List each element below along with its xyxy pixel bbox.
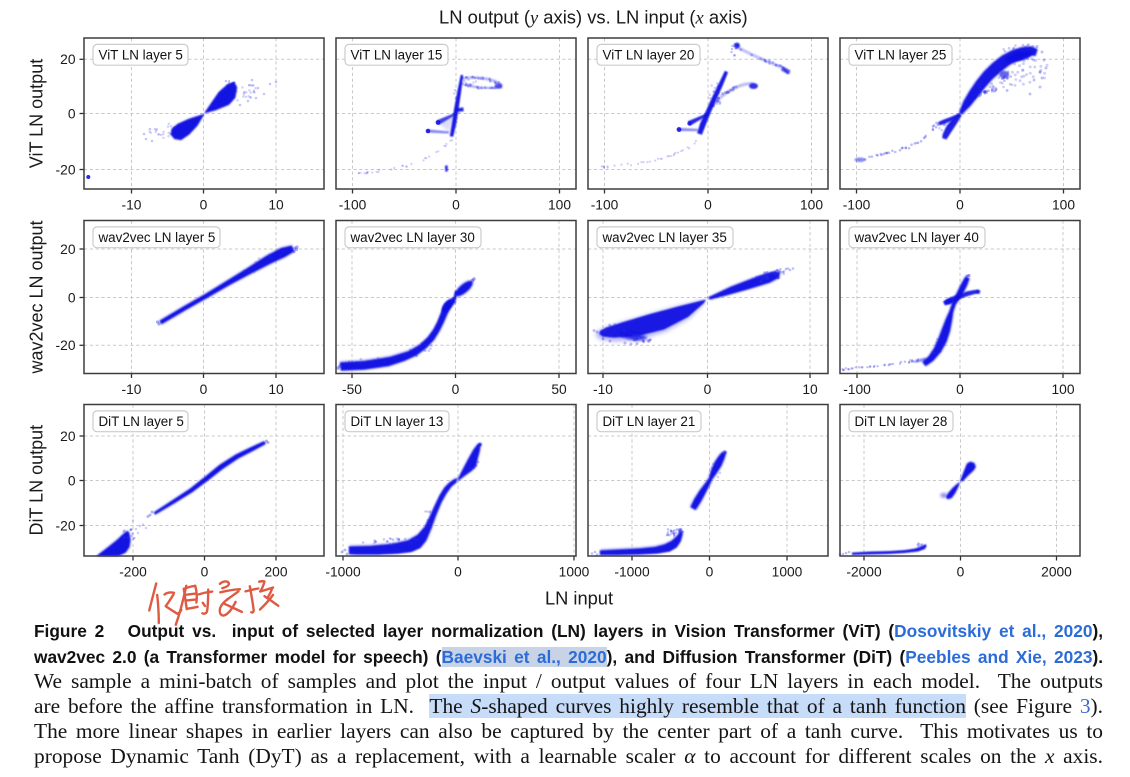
svg-text:0: 0: [200, 197, 208, 212]
svg-text:-50: -50: [342, 382, 362, 397]
svg-text:-200: -200: [119, 564, 147, 579]
svg-text:LN input: LN input: [545, 587, 613, 608]
svg-text:ViT LN layer 15: ViT LN layer 15: [351, 48, 443, 63]
svg-text:50: 50: [551, 382, 567, 397]
svg-text:200: 200: [264, 564, 287, 579]
svg-text:20: 20: [60, 52, 76, 67]
svg-text:-1000: -1000: [325, 564, 361, 579]
svg-text:0: 0: [200, 382, 208, 397]
svg-text:-1000: -1000: [614, 564, 650, 579]
svg-text:100: 100: [1052, 197, 1075, 212]
svg-text:DiT LN layer 5: DiT LN layer 5: [99, 414, 184, 429]
svg-text:10: 10: [268, 197, 284, 212]
svg-text:wav2vec LN layer 30: wav2vec LN layer 30: [350, 230, 475, 245]
svg-text:-10: -10: [593, 382, 613, 397]
svg-text:10: 10: [268, 382, 284, 397]
svg-text:0: 0: [68, 290, 76, 305]
svg-text:100: 100: [800, 197, 823, 212]
svg-text:0: 0: [956, 382, 964, 397]
svg-text:ViT LN layer 25: ViT LN layer 25: [855, 48, 947, 63]
svg-text:100: 100: [1051, 382, 1074, 397]
svg-text:DiT LN layer 28: DiT LN layer 28: [855, 414, 948, 429]
svg-text:0: 0: [201, 564, 209, 579]
svg-text:1000: 1000: [559, 564, 590, 579]
svg-text:0: 0: [454, 564, 462, 579]
svg-text:ViT LN layer 20: ViT LN layer 20: [603, 48, 695, 63]
svg-text:0: 0: [704, 382, 712, 397]
svg-text:0: 0: [704, 197, 712, 212]
svg-text:-100: -100: [843, 197, 871, 212]
svg-text:DiT LN layer 21: DiT LN layer 21: [603, 414, 696, 429]
svg-text:0: 0: [68, 106, 76, 121]
svg-text:-100: -100: [339, 197, 367, 212]
svg-text:1000: 1000: [772, 564, 803, 579]
svg-text:ViT LN output: ViT LN output: [27, 59, 47, 168]
svg-text:-10: -10: [122, 197, 142, 212]
svg-text:0: 0: [706, 564, 714, 579]
svg-text:0: 0: [957, 564, 965, 579]
svg-text:ViT LN layer 5: ViT LN layer 5: [99, 48, 183, 63]
svg-text:DiT LN layer 13: DiT LN layer 13: [351, 414, 444, 429]
svg-text:0: 0: [68, 473, 76, 488]
svg-text:20: 20: [60, 242, 76, 257]
svg-text:-10: -10: [122, 382, 142, 397]
svg-text:LN output (y axis) vs. LN inpu: LN output (y axis) vs. LN input (x axis): [439, 7, 748, 28]
svg-text:0: 0: [452, 197, 460, 212]
svg-text:100: 100: [548, 197, 571, 212]
svg-text:10: 10: [802, 382, 818, 397]
svg-text:-20: -20: [56, 162, 76, 177]
svg-text:-2000: -2000: [846, 564, 882, 579]
svg-text:wav2vec LN layer 40: wav2vec LN layer 40: [854, 230, 979, 245]
svg-text:-100: -100: [591, 197, 619, 212]
svg-text:0: 0: [956, 197, 964, 212]
svg-text:-20: -20: [56, 518, 76, 533]
svg-text:-100: -100: [843, 382, 871, 397]
svg-text:2000: 2000: [1041, 564, 1072, 579]
svg-text:wav2vec LN layer 5: wav2vec LN layer 5: [98, 230, 216, 245]
svg-text:20: 20: [60, 429, 76, 444]
svg-text:0: 0: [452, 382, 460, 397]
svg-text:-20: -20: [56, 338, 76, 353]
svg-text:wav2vec LN output: wav2vec LN output: [27, 220, 47, 374]
svg-text:DiT LN output: DiT LN output: [27, 425, 47, 536]
svg-text:wav2vec LN layer 35: wav2vec LN layer 35: [602, 230, 727, 245]
